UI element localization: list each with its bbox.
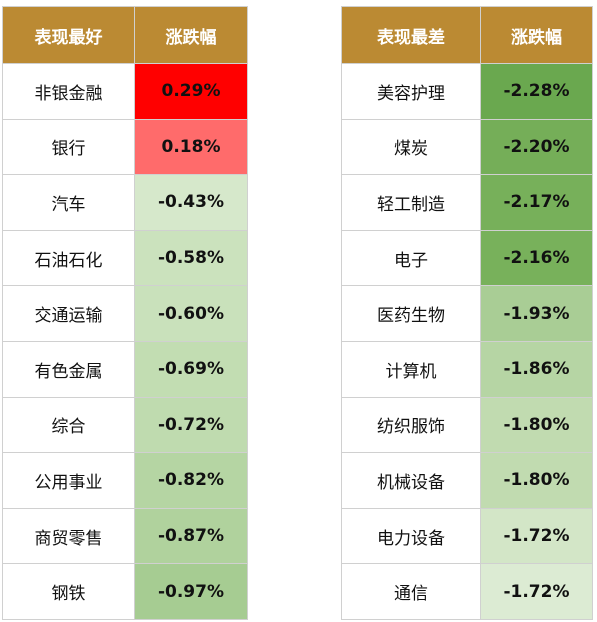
table-row: 商贸零售 -0.87% 电力设备 -1.72%: [2, 507, 593, 565]
worst-sector-name: 煤炭: [341, 118, 481, 176]
best-change-header: 涨跌幅: [134, 6, 248, 64]
column-gap: [247, 508, 342, 564]
best-sector-name: 银行: [2, 118, 135, 176]
worst-sector-name: 机械设备: [341, 452, 481, 509]
column-gap: [247, 63, 342, 120]
column-gap: [247, 563, 342, 620]
best-sector-change: 0.18%: [134, 118, 248, 176]
worst-sector-change: -2.20%: [480, 118, 593, 176]
worst-sector-name: 计算机: [341, 340, 481, 398]
worst-sector-change: -1.80%: [480, 452, 593, 509]
best-sector-name: 公用事业: [2, 452, 135, 509]
best-sector-name: 汽车: [2, 174, 135, 231]
table-row: 交通运输 -0.60% 医药生物 -1.93%: [2, 285, 593, 342]
column-gap: [247, 341, 342, 398]
column-gap: [247, 230, 342, 286]
column-gap: [247, 119, 342, 175]
best-sector-change: -0.87%: [134, 507, 248, 565]
table-row: 公用事业 -0.82% 机械设备 -1.80%: [2, 452, 593, 509]
worst-sector-name: 电力设备: [341, 507, 481, 565]
worst-sector-change: -1.93%: [480, 285, 593, 342]
table-row: 银行 0.18% 煤炭 -2.20%: [2, 118, 593, 176]
best-sector-name: 综合: [2, 396, 135, 454]
best-sector-change: 0.29%: [134, 63, 248, 120]
table-row: 石油石化 -0.58% 电子 -2.16%: [2, 229, 593, 287]
worst-sector-change: -1.86%: [480, 340, 593, 398]
table-row: 综合 -0.72% 纺织服饰 -1.80%: [2, 396, 593, 454]
header-row: 表现最好 涨跌幅 表现最差 涨跌幅: [2, 6, 593, 64]
table-row: 有色金属 -0.69% 计算机 -1.86%: [2, 340, 593, 398]
table-row: 非银金融 0.29% 美容护理 -2.28%: [2, 63, 593, 120]
worst-sector-change: -2.17%: [480, 174, 593, 231]
worst-sector-name: 医药生物: [341, 285, 481, 342]
best-sector-name: 钢铁: [2, 563, 135, 620]
worst-sector-name: 电子: [341, 229, 481, 287]
worst-sector-name: 纺织服饰: [341, 396, 481, 454]
worst-sector-name: 轻工制造: [341, 174, 481, 231]
worst-sector-name: 美容护理: [341, 63, 481, 120]
best-sector-name: 石油石化: [2, 229, 135, 287]
worst-sector-change: -1.72%: [480, 507, 593, 565]
worst-sector-change: -1.80%: [480, 396, 593, 454]
best-sector-name: 有色金属: [2, 340, 135, 398]
table-row: 钢铁 -0.97% 通信 -1.72%: [2, 563, 593, 620]
worst-header: 表现最差: [341, 6, 481, 64]
header-gap: [247, 6, 342, 64]
column-gap: [247, 397, 342, 453]
best-sector-change: -0.69%: [134, 340, 248, 398]
column-gap: [247, 174, 342, 231]
worst-change-header: 涨跌幅: [480, 6, 593, 64]
sector-performance-table: 表现最好 涨跌幅 表现最差 涨跌幅 非银金融 0.29% 美容护理 -2.28% 银行 0…: [2, 6, 593, 620]
best-sector-name: 交通运输: [2, 285, 135, 342]
best-sector-change: -0.43%: [134, 174, 248, 231]
best-sector-change: -0.82%: [134, 452, 248, 509]
best-header: 表现最好: [2, 6, 135, 64]
worst-sector-change: -1.72%: [480, 563, 593, 620]
best-sector-change: -0.72%: [134, 396, 248, 454]
best-sector-name: 非银金融: [2, 63, 135, 120]
best-sector-change: -0.60%: [134, 285, 248, 342]
best-sector-name: 商贸零售: [2, 507, 135, 565]
best-sector-change: -0.97%: [134, 563, 248, 620]
column-gap: [247, 285, 342, 342]
column-gap: [247, 452, 342, 509]
worst-sector-change: -2.16%: [480, 229, 593, 287]
table-body: 非银金融 0.29% 美容护理 -2.28% 银行 0.18% 煤炭 -2.20% 汽车 -0.4…: [2, 63, 593, 620]
table-row: 汽车 -0.43% 轻工制造 -2.17%: [2, 174, 593, 231]
worst-sector-name: 通信: [341, 563, 481, 620]
best-sector-change: -0.58%: [134, 229, 248, 287]
worst-sector-change: -2.28%: [480, 63, 593, 120]
